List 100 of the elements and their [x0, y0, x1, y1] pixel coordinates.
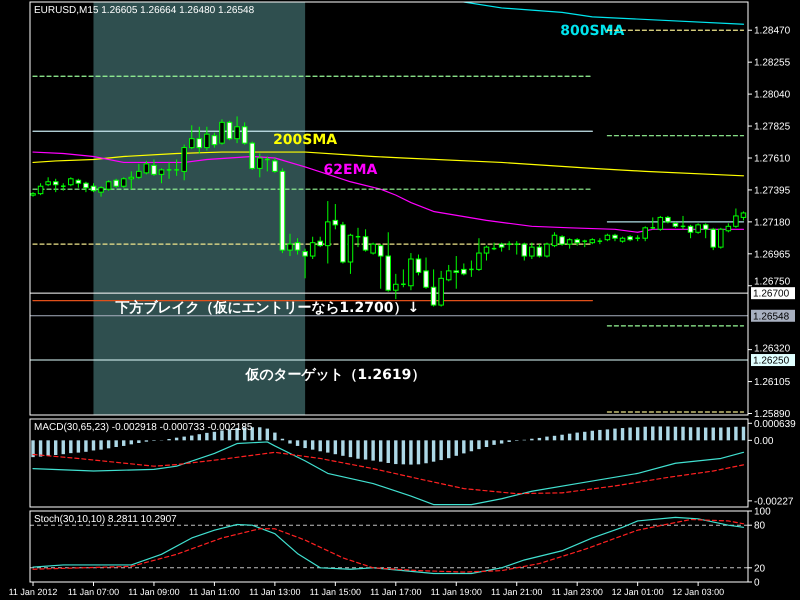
candlestick	[552, 232, 558, 248]
bar	[598, 430, 602, 440]
ref-line-label: 1.26250	[753, 356, 790, 367]
candlestick	[106, 180, 112, 192]
x-tick-label: 11 Jan 19:00	[430, 587, 482, 597]
candlestick	[204, 126, 210, 152]
y-tick-label: 1.28255	[754, 58, 791, 69]
candlestick	[98, 186, 104, 198]
x-tick-label: 11 Jan 09:00	[128, 587, 180, 597]
bar	[114, 440, 118, 447]
bar	[402, 440, 406, 464]
bar	[568, 434, 572, 440]
candlestick	[710, 227, 716, 251]
bar	[462, 440, 466, 454]
bar	[651, 426, 654, 440]
bar	[719, 428, 722, 440]
bar	[439, 440, 443, 460]
bar	[620, 428, 624, 440]
x-tick-label: 11 Jan 11:00	[189, 587, 240, 597]
bar	[106, 440, 110, 448]
candlestick	[476, 238, 482, 272]
x-tick-label: 11 Jan 23:00	[551, 587, 603, 597]
x-tick-label: 11 Jan 07:00	[68, 587, 120, 597]
candlestick	[393, 273, 399, 300]
bar	[250, 427, 254, 440]
bar	[76, 440, 80, 453]
bar	[266, 428, 270, 440]
bar	[681, 426, 685, 440]
candlestick	[188, 124, 195, 150]
line-series	[32, 151, 744, 176]
x-tick-label: 11 Jan 17:00	[370, 587, 422, 597]
bar	[704, 428, 708, 440]
bar	[318, 440, 322, 452]
bar	[296, 440, 300, 446]
candlestick	[38, 182, 44, 196]
bar	[273, 432, 277, 440]
candlestick	[128, 170, 134, 190]
bar	[212, 432, 216, 440]
bar	[613, 428, 617, 440]
candlestick	[264, 156, 270, 172]
candlestick	[468, 260, 474, 278]
candlestick	[144, 160, 150, 175]
bar	[688, 427, 692, 440]
candlestick	[136, 163, 142, 180]
x-tick-label: 11 Jan 2012	[8, 587, 58, 597]
bar	[492, 440, 496, 445]
candlestick	[702, 222, 708, 239]
x-tick-label: 12 Jan 03:00	[672, 587, 724, 597]
bar	[46, 440, 50, 456]
chart-title: EURUSD,M15 1.26605 1.26664 1.26480 1.26548	[34, 5, 255, 16]
candlestick	[294, 238, 300, 256]
bar	[409, 440, 413, 465]
y-tick-label: 1.26965	[754, 249, 791, 260]
bar	[364, 440, 368, 460]
bar	[500, 440, 504, 444]
line-series	[32, 441, 744, 506]
candlestick	[302, 248, 308, 279]
bar	[220, 430, 224, 440]
candlestick	[658, 215, 664, 232]
bar	[69, 440, 73, 454]
bar	[54, 440, 58, 455]
candlestick	[642, 226, 648, 242]
candlestick	[416, 254, 422, 276]
candlestick	[272, 157, 278, 174]
candlestick	[566, 238, 572, 250]
candlestick	[287, 233, 293, 257]
x-tick-label: 11 Jan 15:00	[310, 587, 362, 597]
candlestick	[166, 162, 172, 180]
bar	[258, 427, 262, 440]
candlestick	[362, 228, 368, 252]
y-tick-label: 1.27180	[754, 217, 791, 228]
bar	[371, 440, 375, 461]
bar	[666, 426, 670, 440]
bar	[447, 440, 450, 458]
candlestick	[158, 168, 164, 184]
y-tick-label: 80	[754, 520, 766, 532]
candlestick	[242, 122, 248, 146]
y-tick-label: 1.26320	[754, 344, 791, 355]
bar	[62, 440, 65, 454]
bar	[122, 440, 126, 446]
bar	[538, 438, 542, 440]
candlestick	[181, 144, 187, 181]
candlestick	[212, 132, 218, 148]
candlestick	[325, 200, 331, 264]
bar	[742, 426, 746, 440]
bar	[326, 440, 330, 453]
y-tick-label: 1.25890	[754, 409, 791, 420]
bar	[174, 438, 178, 440]
series-label: 62EMA	[324, 162, 378, 178]
candlestick	[446, 264, 452, 282]
candlestick	[680, 215, 686, 230]
x-tick-label: 11 Jan 21:00	[491, 587, 542, 597]
y-tick-label: 0.00	[754, 436, 774, 447]
bar	[454, 440, 458, 456]
x-tick-label: 12 Jan 01:00	[612, 587, 664, 597]
candlestick	[650, 216, 656, 230]
y-tick-label: 0.000639	[754, 418, 796, 430]
series-label: 800SMA	[560, 22, 625, 39]
bar	[712, 428, 715, 440]
candlestick	[423, 257, 429, 290]
